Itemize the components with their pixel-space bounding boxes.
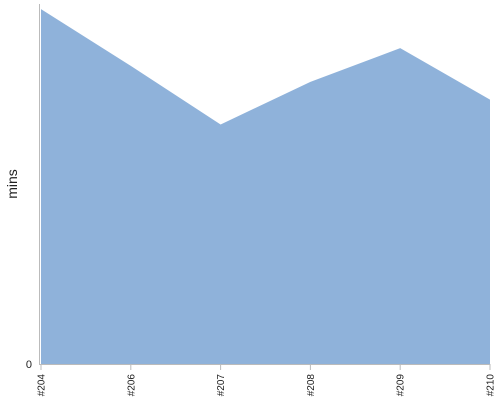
- y-tick-label: 0: [26, 359, 32, 371]
- x-tick-label: #204: [37, 374, 48, 397]
- x-tick-label: #209: [396, 374, 407, 397]
- axis-layer: [39, 4, 491, 370]
- y-axis-title: mins: [4, 169, 20, 199]
- x-tick-label: #210: [486, 374, 497, 397]
- series-area: [41, 9, 490, 364]
- x-tick-label: #207: [216, 374, 227, 397]
- label-layer: mins #204 #206 #207 #208 #209 #210 0: [4, 169, 497, 396]
- x-tick-label: #208: [306, 374, 317, 397]
- area-layer: [41, 9, 490, 364]
- x-tick-label: #206: [126, 374, 137, 397]
